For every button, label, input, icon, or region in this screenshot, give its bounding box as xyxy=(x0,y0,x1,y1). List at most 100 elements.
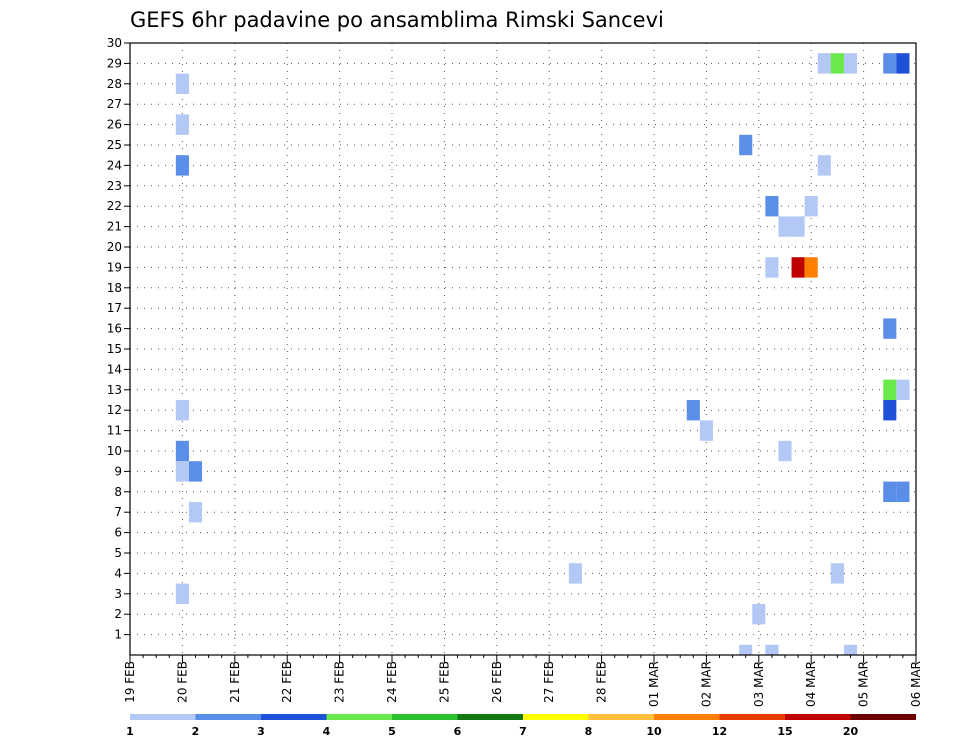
precip-cell xyxy=(765,196,779,217)
legend-swatch xyxy=(392,714,458,720)
precip-cell xyxy=(817,53,831,74)
precip-cell xyxy=(188,461,203,482)
x-tick-label: 04 MAR xyxy=(804,661,818,707)
chart-title: GEFS 6hr padavine po ansamblima Rimski S… xyxy=(130,8,664,32)
y-tick-label: 2 xyxy=(114,607,122,621)
y-axis: 1234567891011121314151617181920212223242… xyxy=(107,36,130,642)
precip-cell xyxy=(686,400,700,421)
y-tick-label: 6 xyxy=(114,526,122,540)
legend-label: 2 xyxy=(192,725,200,738)
legend-swatch xyxy=(523,714,589,720)
y-tick-label: 23 xyxy=(107,179,122,193)
grid-layer xyxy=(130,43,916,655)
legend-swatch xyxy=(457,714,523,720)
x-tick-label: 28 FEB xyxy=(595,661,609,703)
colorbar-legend: 1 2 3 4 5 6 7 8 10 12 15 20 xyxy=(126,714,916,738)
x-tick-label: 06 MAR xyxy=(909,661,923,707)
precip-cell xyxy=(883,53,897,74)
precip-cell xyxy=(843,644,858,655)
legend-label: 6 xyxy=(454,725,462,738)
y-tick-label: 14 xyxy=(107,362,122,376)
legend-swatch xyxy=(195,714,261,720)
y-tick-label: 10 xyxy=(107,444,122,458)
y-tick-label: 30 xyxy=(107,36,122,50)
legend-label: 8 xyxy=(585,725,593,738)
x-tick-label: 02 MAR xyxy=(699,661,713,707)
legend-swatch xyxy=(785,714,851,720)
precip-cell xyxy=(175,155,189,176)
legend-label: 10 xyxy=(646,725,662,738)
precip-cell xyxy=(699,420,713,441)
legend-swatch xyxy=(719,714,785,720)
y-tick-label: 19 xyxy=(107,260,122,274)
legend-label: 15 xyxy=(777,725,792,738)
legend-swatch xyxy=(850,714,916,720)
y-tick-label: 15 xyxy=(107,342,122,356)
y-tick-label: 5 xyxy=(114,546,122,560)
precip-cell xyxy=(739,134,753,156)
x-tick-label: 27 FEB xyxy=(542,661,556,703)
y-tick-label: 1 xyxy=(114,628,122,642)
precip-cell xyxy=(804,257,818,278)
y-tick-label: 26 xyxy=(107,118,122,132)
y-tick-label: 27 xyxy=(107,97,122,111)
x-tick-label: 26 FEB xyxy=(490,661,504,703)
precip-cell xyxy=(817,155,831,176)
y-tick-label: 8 xyxy=(114,485,122,499)
precip-cell xyxy=(791,257,805,278)
legend-swatch xyxy=(326,714,392,720)
legend-swatch xyxy=(654,714,720,720)
x-tick-label: 05 MAR xyxy=(857,661,871,707)
data-cells xyxy=(175,53,910,655)
x-tick-label: 23 FEB xyxy=(333,661,347,703)
precip-cell xyxy=(883,318,897,339)
x-tick-label: 25 FEB xyxy=(437,661,451,703)
precip-cell xyxy=(896,53,910,74)
precip-cell xyxy=(791,216,805,237)
precip-cell xyxy=(175,400,189,421)
x-tick-label: 03 MAR xyxy=(752,661,766,707)
precip-cell xyxy=(175,73,189,94)
legend-label: 20 xyxy=(843,725,859,738)
y-tick-label: 20 xyxy=(107,240,122,254)
precip-cell xyxy=(778,216,792,237)
legend-label: 3 xyxy=(257,725,265,738)
y-tick-label: 11 xyxy=(107,424,122,438)
legend-label: 7 xyxy=(519,725,527,738)
x-tick-label: 21 FEB xyxy=(228,661,242,703)
legend-swatch xyxy=(130,714,196,720)
y-tick-label: 29 xyxy=(107,56,122,70)
precip-cell xyxy=(830,53,844,74)
x-tick-label: 20 FEB xyxy=(175,661,189,703)
precip-cell xyxy=(765,644,779,655)
precip-cell xyxy=(883,400,897,421)
precip-cell xyxy=(175,583,189,604)
y-tick-label: 3 xyxy=(114,587,122,601)
x-tick-label: 19 FEB xyxy=(123,661,137,703)
precip-cell xyxy=(804,196,818,217)
y-tick-label: 24 xyxy=(107,158,122,172)
precip-cell xyxy=(188,502,203,523)
legend-swatch xyxy=(588,714,654,720)
legend-label: 1 xyxy=(126,725,134,738)
precip-cell xyxy=(883,481,897,502)
y-tick-label: 25 xyxy=(107,138,122,152)
y-tick-label: 13 xyxy=(107,383,122,397)
precip-cell xyxy=(765,257,779,278)
precip-cell xyxy=(830,563,844,584)
precip-cell xyxy=(883,379,897,400)
x-tick-label: 01 MAR xyxy=(647,661,661,707)
precip-cell xyxy=(568,563,582,584)
x-axis: 19 FEB 20 FEB 21 FEB 22 FEB 23 FEB 24 FEB 25 F… xyxy=(123,655,923,707)
precip-cell xyxy=(175,114,189,135)
y-tick-label: 22 xyxy=(107,199,122,213)
y-tick-label: 16 xyxy=(107,322,122,336)
y-tick-label: 21 xyxy=(107,220,122,234)
legend-label: 5 xyxy=(388,725,396,738)
precip-cell xyxy=(896,379,910,400)
x-tick-label: 24 FEB xyxy=(385,661,399,703)
precip-cell xyxy=(843,53,858,74)
y-tick-label: 28 xyxy=(107,77,122,91)
legend-label: 4 xyxy=(323,725,331,738)
y-tick-label: 12 xyxy=(107,403,122,417)
